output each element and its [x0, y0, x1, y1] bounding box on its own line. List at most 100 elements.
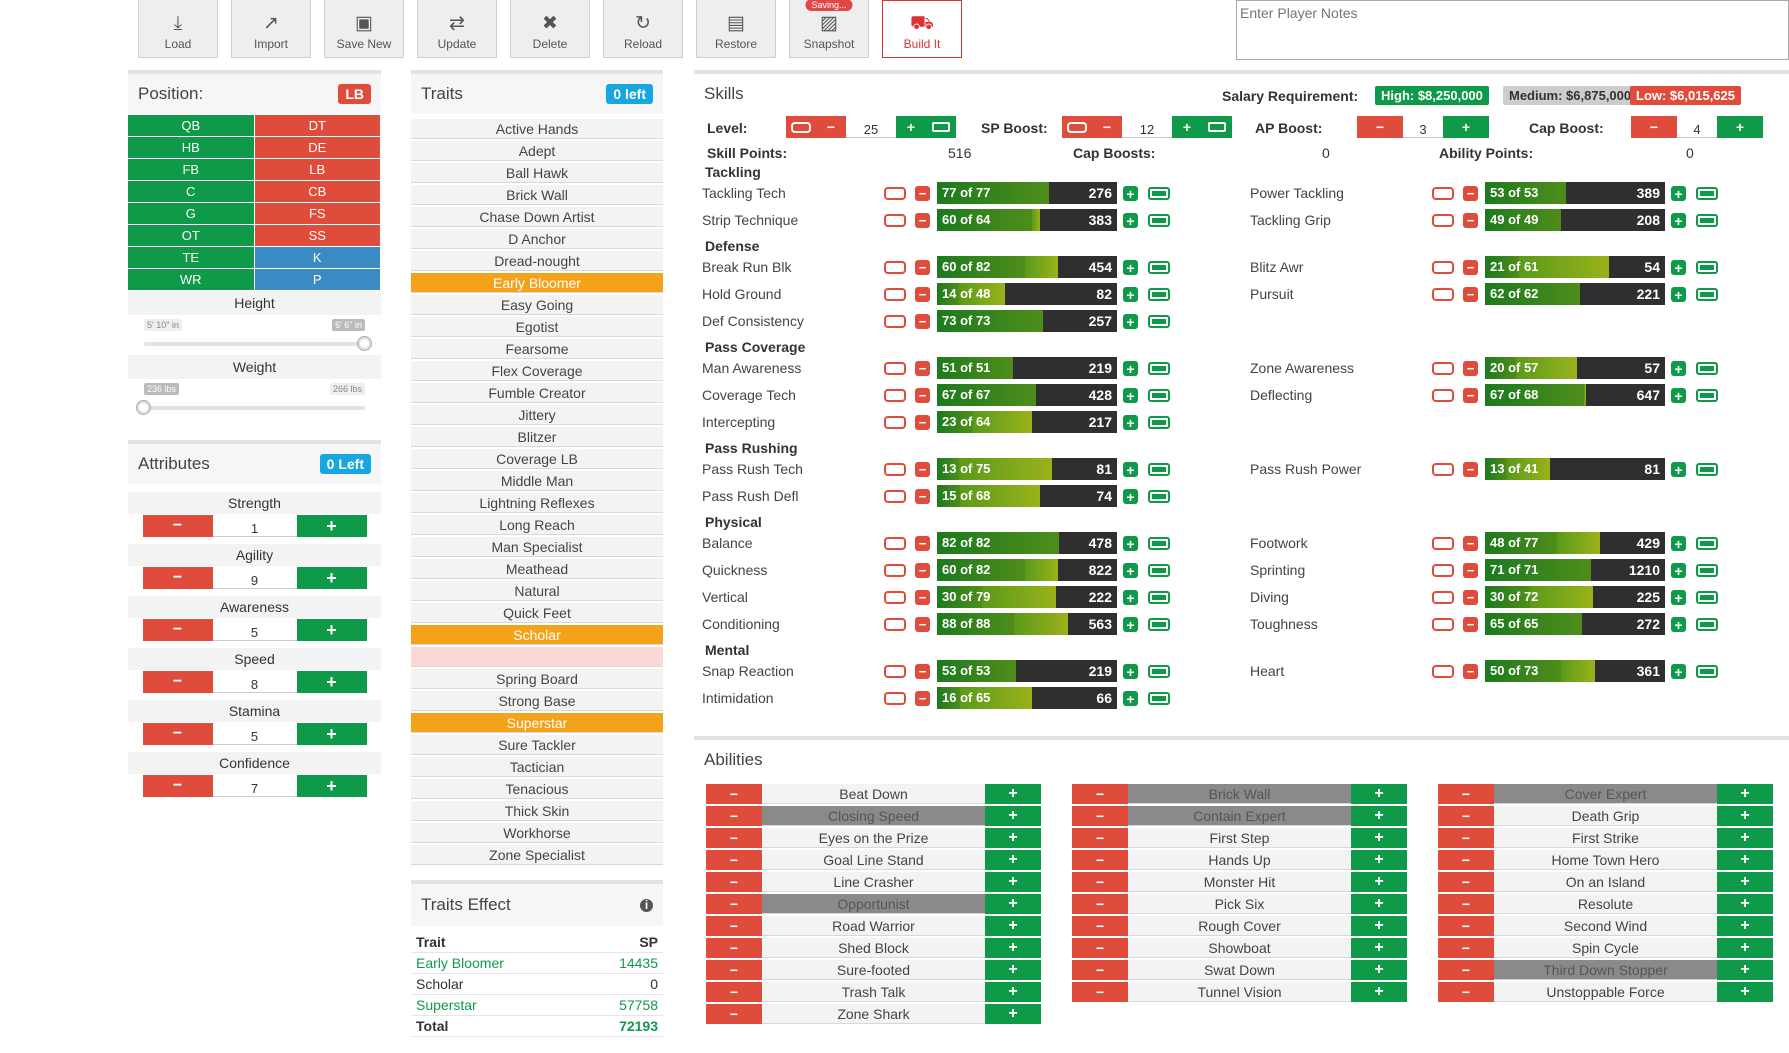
skill-max-button[interactable]	[1696, 187, 1718, 200]
ability-add-button[interactable]: +	[1351, 916, 1407, 936]
ability-opportunist[interactable]: Opportunist	[762, 894, 985, 914]
ability-add-button[interactable]: +	[1717, 850, 1773, 870]
ability-remove-button[interactable]: −	[706, 938, 762, 958]
skill-reset-button[interactable]	[1432, 261, 1454, 274]
trait-tenacious[interactable]: Tenacious	[411, 779, 663, 799]
save-new-button[interactable]: ▣ Save New	[324, 0, 404, 58]
ap-boost-minus-button[interactable]: −	[1357, 116, 1403, 138]
skill-plus-button[interactable]: +	[1671, 260, 1686, 275]
strength-minus-button[interactable]: −	[142, 515, 213, 537]
ability-third-down-stopper[interactable]: Third Down Stopper	[1494, 960, 1717, 980]
skill-plus-button[interactable]: +	[1123, 462, 1138, 477]
skill-max-button[interactable]	[1696, 665, 1718, 678]
skill-minus-button[interactable]: −	[1463, 617, 1478, 632]
ability-rough-cover[interactable]: Rough Cover	[1128, 916, 1351, 936]
ability-add-button[interactable]: +	[1351, 938, 1407, 958]
ability-remove-button[interactable]: −	[706, 850, 762, 870]
ability-add-button[interactable]: +	[1351, 784, 1407, 804]
ability-add-button[interactable]: +	[1717, 982, 1773, 1002]
trait-superstar[interactable]: Superstar	[411, 713, 663, 733]
ability-contain-expert[interactable]: Contain Expert	[1128, 806, 1351, 826]
trait-d-anchor[interactable]: D Anchor	[411, 229, 663, 249]
height-knob[interactable]	[357, 336, 372, 351]
agility-plus-button[interactable]: +	[296, 567, 367, 589]
position-fb[interactable]: FB	[128, 159, 255, 181]
position-lb[interactable]: LB	[254, 159, 381, 181]
skill-reset-button[interactable]	[884, 564, 906, 577]
skill-reset-button[interactable]	[1432, 665, 1454, 678]
ability-beat-down[interactable]: Beat Down	[762, 784, 985, 804]
skill-max-button[interactable]	[1148, 362, 1170, 375]
skill-reset-button[interactable]	[884, 187, 906, 200]
trait-brick-wall[interactable]: Brick Wall	[411, 185, 663, 205]
position-te[interactable]: TE	[128, 247, 255, 269]
level-plus-button[interactable]: +	[896, 116, 926, 138]
ability-remove-button[interactable]: −	[1438, 850, 1494, 870]
build-it-button[interactable]: ⛟ Build It	[882, 0, 962, 58]
level-min-button[interactable]	[786, 116, 816, 138]
ability-remove-button[interactable]: −	[1072, 938, 1128, 958]
trait-fearsome[interactable]: Fearsome	[411, 339, 663, 359]
update-button[interactable]: ⇄ Update	[417, 0, 497, 58]
trait-coverage-lb[interactable]: Coverage LB	[411, 449, 663, 469]
skill-plus-button[interactable]: +	[1123, 186, 1138, 201]
awareness-plus-button[interactable]: +	[296, 619, 367, 641]
ability-remove-button[interactable]: −	[1072, 872, 1128, 892]
skill-minus-button[interactable]: −	[915, 186, 930, 201]
trait-blitzer[interactable]: Blitzer	[411, 427, 663, 447]
skill-reset-button[interactable]	[884, 315, 906, 328]
skill-reset-button[interactable]	[1432, 288, 1454, 301]
ability-add-button[interactable]: +	[985, 938, 1041, 958]
position-dt[interactable]: DT	[254, 115, 381, 137]
ability-swat-down[interactable]: Swat Down	[1128, 960, 1351, 980]
ability-remove-button[interactable]: −	[1438, 916, 1494, 936]
skill-reset-button[interactable]	[884, 490, 906, 503]
load-button[interactable]: ⤓ Load	[138, 0, 218, 58]
skill-minus-button[interactable]: −	[915, 664, 930, 679]
skill-minus-button[interactable]: −	[915, 213, 930, 228]
trait-thick-skin[interactable]: Thick Skin	[411, 801, 663, 821]
trait-meathead[interactable]: Meathead	[411, 559, 663, 579]
skill-plus-button[interactable]: +	[1123, 287, 1138, 302]
ability-remove-button[interactable]: −	[1072, 916, 1128, 936]
skill-max-button[interactable]	[1148, 261, 1170, 274]
ability-showboat[interactable]: Showboat	[1128, 938, 1351, 958]
ability-remove-button[interactable]: −	[1438, 960, 1494, 980]
skill-max-button[interactable]	[1148, 315, 1170, 328]
skill-max-button[interactable]	[1696, 591, 1718, 604]
ability-add-button[interactable]: +	[1717, 894, 1773, 914]
skill-plus-button[interactable]: +	[1123, 489, 1138, 504]
trait-sure-tackler[interactable]: Sure Tackler	[411, 735, 663, 755]
skill-minus-button[interactable]: −	[915, 462, 930, 477]
skill-max-button[interactable]	[1148, 389, 1170, 402]
ability-death-grip[interactable]: Death Grip	[1494, 806, 1717, 826]
skill-reset-button[interactable]	[884, 362, 906, 375]
skill-minus-button[interactable]: −	[1463, 287, 1478, 302]
skill-minus-button[interactable]: −	[915, 287, 930, 302]
ability-monster-hit[interactable]: Monster Hit	[1128, 872, 1351, 892]
skill-reset-button[interactable]	[884, 288, 906, 301]
ability-remove-button[interactable]: −	[1438, 938, 1494, 958]
ability-goal-line-stand[interactable]: Goal Line Stand	[762, 850, 985, 870]
trait-strong-base[interactable]: Strong Base	[411, 691, 663, 711]
skill-minus-button[interactable]: −	[915, 314, 930, 329]
trait-scholar[interactable]: Scholar	[411, 625, 663, 645]
ability-remove-button[interactable]: −	[1438, 828, 1494, 848]
skill-max-button[interactable]	[1148, 618, 1170, 631]
trait-zone-specialist[interactable]: Zone Specialist	[411, 845, 663, 865]
height-slider[interactable]: 5' 10" in 6' 6" in	[128, 315, 381, 355]
skill-max-button[interactable]	[1148, 537, 1170, 550]
ability-remove-button[interactable]: −	[1438, 806, 1494, 826]
skill-max-button[interactable]	[1148, 416, 1170, 429]
ability-on-an-island[interactable]: On an Island	[1494, 872, 1717, 892]
trait-jittery[interactable]: Jittery	[411, 405, 663, 425]
skill-reset-button[interactable]	[1432, 187, 1454, 200]
ability-hands-up[interactable]: Hands Up	[1128, 850, 1351, 870]
skill-minus-button[interactable]: −	[915, 590, 930, 605]
skill-plus-button[interactable]: +	[1671, 186, 1686, 201]
ability-add-button[interactable]: +	[1717, 960, 1773, 980]
skill-minus-button[interactable]: −	[915, 617, 930, 632]
ability-remove-button[interactable]: −	[1072, 894, 1128, 914]
skill-reset-button[interactable]	[1432, 389, 1454, 402]
skill-reset-button[interactable]	[884, 665, 906, 678]
